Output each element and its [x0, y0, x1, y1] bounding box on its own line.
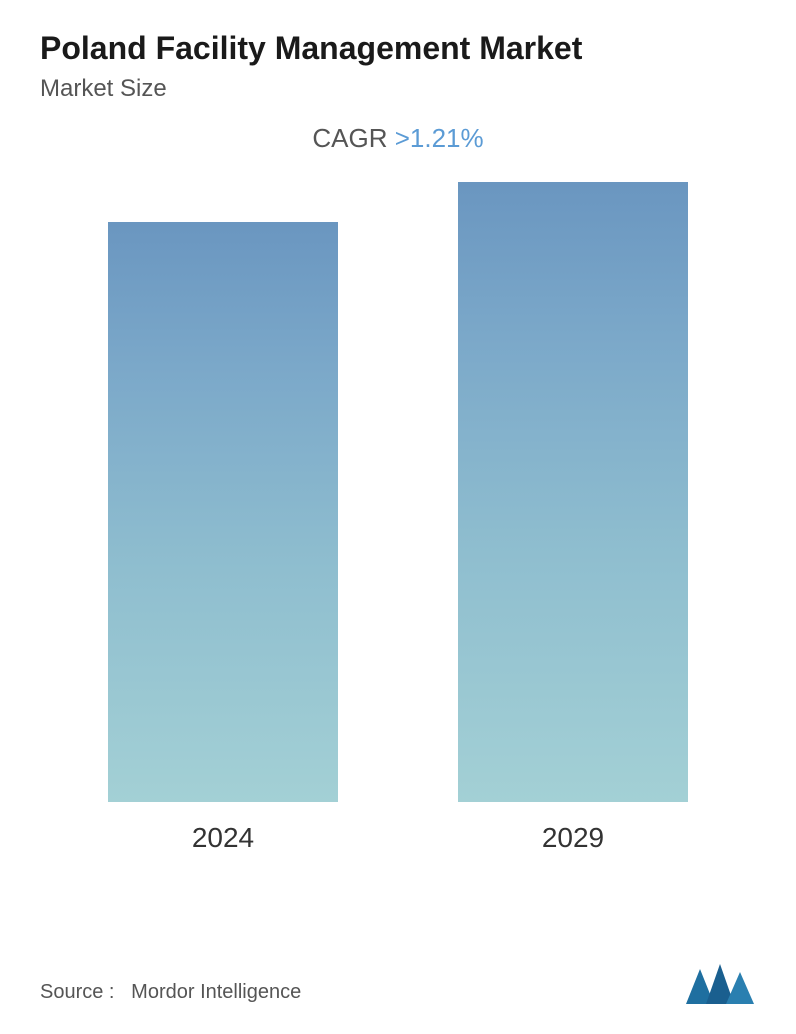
chart-subtitle: Market Size [40, 75, 756, 103]
footer: Source : Mordor Intelligence [40, 964, 756, 1004]
cagr-value: 1.21% [410, 123, 484, 153]
bar-label-2029: 2029 [542, 822, 604, 854]
bar-2024 [108, 222, 338, 802]
chart-area: 2024 2029 [40, 214, 756, 854]
cagr-operator: > [395, 123, 410, 153]
source-text: Source : Mordor Intelligence [40, 981, 301, 1004]
cagr-row: CAGR >1.21% [40, 123, 756, 154]
source-name: Mordor Intelligence [131, 981, 301, 1003]
mordor-logo-icon [686, 964, 756, 1004]
bar-group-2024: 2024 [108, 222, 338, 854]
chart-title: Poland Facility Management Market [40, 30, 756, 67]
source-label: Source : [40, 981, 114, 1003]
logo-triangle-3 [726, 972, 754, 1004]
cagr-label: CAGR [312, 123, 387, 153]
bar-group-2029: 2029 [458, 182, 688, 854]
bar-2029 [458, 182, 688, 802]
bar-label-2024: 2024 [192, 822, 254, 854]
